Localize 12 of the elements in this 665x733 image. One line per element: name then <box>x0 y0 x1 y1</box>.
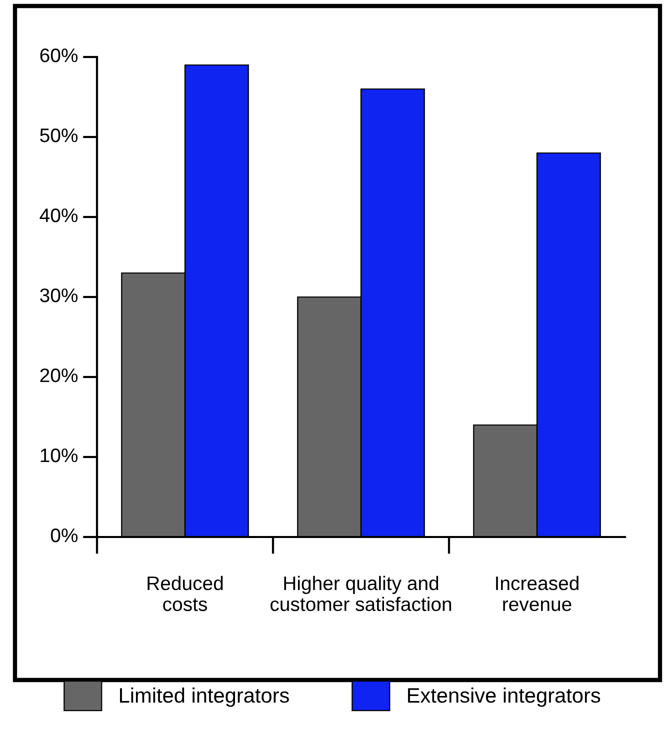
y-tick-label: 20% <box>40 368 78 382</box>
y-tick-label: 0% <box>50 528 78 542</box>
legend-label: Limited integrators <box>120 687 289 707</box>
y-tick-label: 50% <box>40 128 78 142</box>
y-tick-label: 40% <box>40 208 78 222</box>
y-tick-label: 10% <box>40 448 78 462</box>
x-tick-label: Increased revenue <box>496 576 578 612</box>
legend-label: Extensive integrators <box>408 687 600 707</box>
y-tick-label: 60% <box>40 48 78 62</box>
x-tick-label: Higher quality and customer satisfaction <box>270 576 452 612</box>
y-tick-label: 30% <box>40 288 78 302</box>
x-tick-label: Reduced costs <box>148 576 223 612</box>
